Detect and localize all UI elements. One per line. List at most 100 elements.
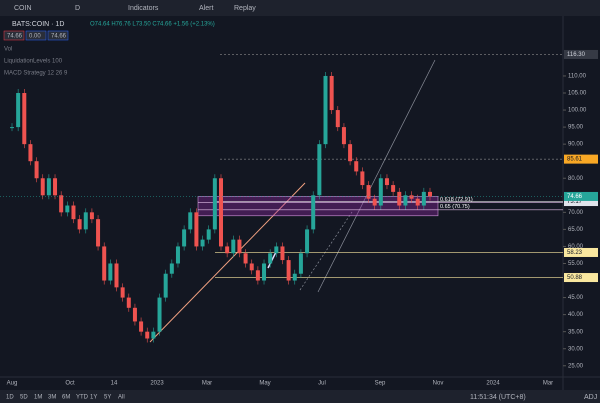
candle xyxy=(335,110,340,128)
symbol-search[interactable]: COIN xyxy=(14,5,32,12)
y-tick-label: 100.00 xyxy=(568,108,587,114)
candle xyxy=(132,307,137,322)
candle xyxy=(28,144,33,162)
candle xyxy=(421,191,426,206)
indicator: LiquidationLevels 100 xyxy=(4,59,63,65)
candle xyxy=(274,246,279,254)
trend-line xyxy=(317,59,436,293)
x-tick-label: 14 xyxy=(111,381,118,387)
range-button[interactable]: 6M xyxy=(62,395,70,401)
range-button[interactable]: All xyxy=(118,395,125,401)
candle xyxy=(372,198,377,206)
candle xyxy=(280,246,285,261)
x-tick-label: Sep xyxy=(375,381,386,387)
candle xyxy=(40,178,45,196)
level-box xyxy=(564,273,598,283)
indicator: MACD Strategy 12 26 9 xyxy=(4,71,68,77)
y-tick-label: 55.00 xyxy=(568,261,584,267)
adj-button[interactable]: ADJ xyxy=(584,394,597,401)
candle xyxy=(219,178,223,247)
alert-button[interactable]: Alert xyxy=(199,5,213,12)
candle xyxy=(249,263,254,271)
top-toolbar xyxy=(0,0,600,16)
candle xyxy=(182,229,187,247)
level-box xyxy=(564,49,598,59)
candle xyxy=(34,161,39,179)
legend-ohlc: O74.64 H76.76 L73.50 C74.66 +1.56 (+2.13… xyxy=(90,22,215,28)
y-tick-label: 110.00 xyxy=(568,74,587,80)
candle xyxy=(114,263,119,288)
candle xyxy=(71,205,76,220)
range-button[interactable]: YTD xyxy=(76,395,89,401)
x-tick-label: Nov xyxy=(433,381,444,387)
range-button[interactable]: 3M xyxy=(48,395,56,401)
level-label: 58.23 xyxy=(567,250,583,256)
interval[interactable]: D xyxy=(75,5,80,12)
candle xyxy=(255,270,260,281)
y-tick-label: 40.00 xyxy=(568,312,584,318)
candle xyxy=(77,219,82,230)
level-label: 73.17 xyxy=(567,199,583,205)
candle xyxy=(311,195,316,230)
y-tick-label: 60.00 xyxy=(568,244,584,250)
clock: 11:51:34 (UTC+8) xyxy=(470,394,526,401)
candle xyxy=(348,144,353,162)
candle xyxy=(231,239,236,254)
candle xyxy=(163,273,168,298)
candle xyxy=(243,253,248,264)
candle xyxy=(53,178,58,196)
y-tick-label: 35.00 xyxy=(568,329,584,335)
fib-zone xyxy=(197,196,439,217)
range-button[interactable]: 1D xyxy=(6,395,14,401)
candle xyxy=(237,239,242,254)
candle xyxy=(428,191,432,197)
candle xyxy=(360,171,365,186)
candle xyxy=(65,205,70,213)
candle xyxy=(329,75,334,111)
candle xyxy=(169,263,174,274)
candle xyxy=(225,246,230,254)
candle xyxy=(200,239,205,247)
candle xyxy=(305,229,310,254)
x-tick-label: Aug xyxy=(7,381,18,387)
replay-button[interactable]: Replay xyxy=(234,5,256,12)
candle xyxy=(10,127,14,129)
candle xyxy=(188,212,193,230)
candle xyxy=(96,219,101,247)
range-button[interactable]: 5Y xyxy=(104,395,111,401)
candle xyxy=(145,331,150,339)
x-tick-label: Mar xyxy=(202,381,212,387)
candle xyxy=(108,263,113,281)
candle xyxy=(16,93,21,128)
range-button[interactable]: 5D xyxy=(20,395,28,401)
fib-label: 0.65 (70.75) xyxy=(440,204,470,210)
input-box xyxy=(3,30,25,41)
y-tick-label: 65.00 xyxy=(568,227,584,233)
candle xyxy=(397,191,402,206)
y-tick-label: 95.00 xyxy=(568,125,584,131)
candle xyxy=(415,198,420,206)
level-box xyxy=(564,154,598,164)
candle xyxy=(194,212,199,247)
range-button[interactable]: 1Y xyxy=(90,395,97,401)
level-label: 116.30 xyxy=(567,52,586,58)
candle xyxy=(151,331,156,339)
candle xyxy=(298,253,303,274)
x-tick-label: Mar xyxy=(543,381,553,387)
x-tick-label: May xyxy=(259,381,270,387)
indicators-button[interactable]: Indicators xyxy=(128,5,159,12)
candle xyxy=(384,178,389,186)
input-value: 74.66 xyxy=(51,34,67,40)
candle xyxy=(175,246,180,264)
candle xyxy=(268,253,273,264)
candle xyxy=(157,297,162,332)
input-box xyxy=(47,30,69,41)
y-tick-label: 25.00 xyxy=(568,363,584,369)
bottom-toolbar xyxy=(0,390,600,403)
y-tick-label: 45.00 xyxy=(568,295,584,301)
range-button[interactable]: 1M xyxy=(34,395,42,401)
candle xyxy=(366,185,371,199)
x-tick-label: Oct xyxy=(65,381,75,387)
candle xyxy=(22,93,27,145)
candle xyxy=(341,127,346,145)
